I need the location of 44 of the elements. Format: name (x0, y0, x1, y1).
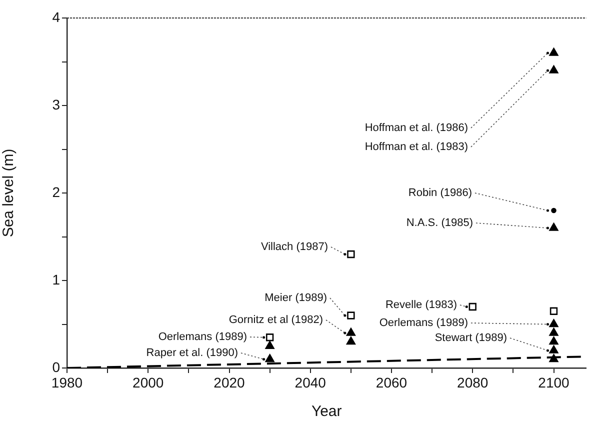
point (549, 48, 558, 56)
annotation: Oerlemans (1989) (158, 331, 247, 344)
point (265, 354, 274, 362)
point (550, 307, 558, 315)
point (549, 328, 558, 336)
annotation: N.A.S. (1985) (406, 217, 473, 230)
annotation: Hoffman et al. (1986) (364, 122, 468, 134)
annotation: Raper et al. (1990) (146, 347, 238, 360)
x-tick-label: 2000 (132, 374, 164, 390)
x-tick-label: 1980 (51, 374, 83, 390)
point (549, 336, 558, 345)
y-tick-label: 4 (52, 8, 60, 25)
x-axis-title: Year (311, 403, 342, 420)
x-tick-label: 2060 (376, 374, 408, 390)
x-tick-label: 2040 (294, 374, 326, 390)
point (549, 65, 558, 74)
annotation: Meier (1989) (264, 292, 327, 304)
point (551, 208, 556, 214)
point (549, 354, 558, 362)
annotation: Stewart (1989) (434, 332, 507, 344)
y-tick-label: 2 (52, 184, 60, 200)
x-tick-label: 2020 (214, 374, 246, 390)
point (549, 319, 558, 328)
point (347, 250, 355, 258)
point (549, 345, 558, 354)
point (347, 312, 355, 320)
annotation: Robin (1986) (408, 187, 472, 200)
y-axis-title: Sea level (m) (0, 148, 18, 238)
annotation: Villach (1987) (260, 241, 328, 254)
annotation: Gornitz et al (1982) (228, 314, 323, 326)
y-tick-label: 3 (52, 96, 60, 112)
point (549, 222, 558, 231)
point (266, 334, 274, 342)
point (265, 340, 274, 350)
x-tick-label: 2080 (457, 374, 488, 390)
point (346, 336, 356, 345)
point (346, 328, 356, 336)
annotation: Hoffman et al. (1983) (364, 141, 468, 154)
annotation: Oerlemans (1989) (379, 317, 468, 330)
annotation: Revelle (1983) (385, 299, 457, 312)
point (468, 302, 476, 311)
x-tick-label: 2100 (538, 374, 570, 390)
y-tick-label: 1 (52, 271, 60, 288)
y-tick-label: 0 (52, 358, 60, 375)
